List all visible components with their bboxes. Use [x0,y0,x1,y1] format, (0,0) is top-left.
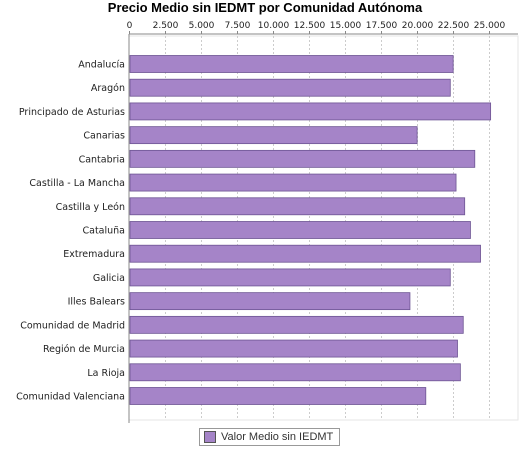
bar [129,363,461,382]
category-label: Andalucía [78,60,125,71]
x-tick-label: 25.000 [474,21,506,31]
x-tick-label: 20.000 [402,21,434,31]
category-label: Illes Balears [68,297,125,308]
legend: Valor Medio sin IEDMT [199,428,341,446]
category-label: Comunidad Valenciana [16,392,125,403]
category-label: Principado de Asturias [19,107,125,118]
x-tick-label: 22.500 [438,21,470,31]
category-label: La Rioja [87,368,125,379]
category-label: Región de Murcia [43,344,125,355]
bar [129,387,427,405]
bar [129,197,466,216]
category-label: Extremadura [63,249,125,260]
bar [129,292,411,311]
x-tick-label: 12.500 [294,21,326,31]
category-labels: Andalucía Aragón Principado de Asturias Can… [16,60,125,403]
bar [129,221,471,239]
x-axis: 0 2.500 5.000 7.500 10.000 12.500 15.000 17.500… [127,21,518,423]
bars-group [129,55,492,405]
bar [129,244,481,263]
category-label: Galicia [93,273,125,284]
bar [129,339,458,358]
x-tick-label: 0 [127,21,133,31]
category-label: Cataluña [82,226,125,237]
bar [129,102,492,121]
x-tick-label: 7.500 [225,21,251,31]
category-label: Cantabria [79,154,125,165]
x-tick-label: 2.500 [153,21,179,31]
category-label: Comunidad de Madrid [20,320,125,331]
x-tick-label: 15.000 [330,21,362,31]
bar [129,78,451,97]
x-tick-label: 17.500 [366,21,398,31]
bar [129,55,454,73]
category-label: Canarias [83,131,125,142]
bar [129,126,418,145]
legend-label: Valor Medio sin IEDMT [221,431,334,443]
category-label: Aragón [91,83,125,94]
bar [129,173,457,192]
x-tick-label: 10.000 [258,21,290,31]
chart-title: Precio Medio sin IEDMT por Comunidad Aut… [108,0,423,15]
x-tick-label: 5.000 [189,21,215,31]
bar [129,315,464,334]
legend-swatch [204,431,216,443]
category-label: Castilla y León [56,202,125,213]
bar [129,268,451,287]
category-label: Castilla - La Mancha [29,178,125,189]
bar [129,149,476,168]
